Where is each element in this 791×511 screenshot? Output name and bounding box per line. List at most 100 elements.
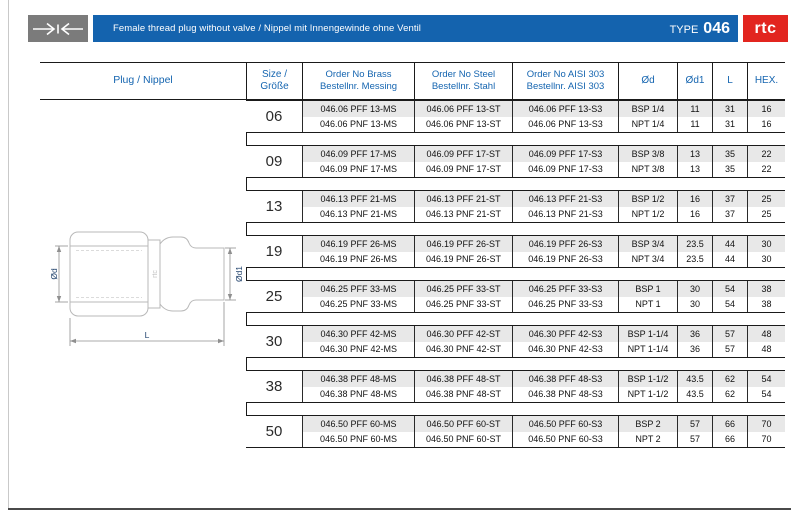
order-brass-cell: 046.25 PFF 33-MS bbox=[302, 281, 414, 297]
od1-cell: 23.5 bbox=[677, 236, 712, 252]
od1-cell: 16 bbox=[677, 191, 712, 207]
title-bar: Female thread plug without valve / Nippe… bbox=[93, 15, 738, 42]
thread-od-cell: NPT 1/4 bbox=[618, 116, 677, 132]
hex-cell: 16 bbox=[747, 101, 785, 117]
length-cell: 37 bbox=[712, 206, 747, 222]
order-aisi-cell: 046.19 PFF 26-S3 bbox=[512, 236, 618, 252]
order-aisi-cell: 046.38 PFF 48-S3 bbox=[512, 371, 618, 387]
order-aisi-cell: 046.25 PFF 33-S3 bbox=[512, 281, 618, 297]
order-brass-cell: 046.30 PFF 42-MS bbox=[302, 326, 414, 342]
size-cell: 06 bbox=[246, 101, 302, 132]
plug-profile bbox=[159, 236, 225, 312]
hex-cell: 38 bbox=[747, 296, 785, 312]
size-cell: 13 bbox=[246, 191, 302, 222]
column-header-aisi303: Order No AISI 303 Bestellnr. AISI 303 bbox=[512, 63, 618, 99]
size-group-19: 19 046.19 PFF 26-MS 046.19 PFF 26-ST 046… bbox=[246, 235, 785, 268]
length-cell: 44 bbox=[712, 251, 747, 267]
order-brass-cell: 046.50 PFF 60-MS bbox=[302, 416, 414, 432]
order-aisi-cell: 046.09 PFF 17-S3 bbox=[512, 146, 618, 162]
column-header-steel: Order No Steel Bestellnr. Stahl bbox=[414, 63, 512, 99]
od1-cell: 36 bbox=[677, 326, 712, 342]
column-header-od: Ød bbox=[618, 63, 677, 99]
order-brass-cell: 046.19 PNF 26-MS bbox=[302, 251, 414, 267]
order-steel-cell: 046.09 PFF 17-ST bbox=[414, 146, 512, 162]
column-header-size: Size / Größe bbox=[246, 63, 302, 99]
hex-cell: 16 bbox=[747, 116, 785, 132]
hex-cell: 30 bbox=[747, 251, 785, 267]
order-brass-cell: 046.09 PFF 17-MS bbox=[302, 146, 414, 162]
size-cell: 19 bbox=[246, 236, 302, 267]
order-steel-cell: 046.38 PNF 48-ST bbox=[414, 386, 512, 402]
order-brass-cell: 046.13 PFF 21-MS bbox=[302, 191, 414, 207]
od1-cell: 11 bbox=[677, 116, 712, 132]
thread-od-cell: NPT 1/2 bbox=[618, 206, 677, 222]
length-cell: 31 bbox=[712, 101, 747, 117]
dim-od-label: Ød bbox=[49, 268, 59, 280]
length-cell: 66 bbox=[712, 431, 747, 447]
thread-od-cell: NPT 3/8 bbox=[618, 161, 677, 177]
order-brass-cell: 046.09 PNF 17-MS bbox=[302, 161, 414, 177]
hex-body bbox=[69, 231, 149, 317]
hex-cell: 30 bbox=[747, 236, 785, 252]
order-brass-cell: 046.06 PNF 13-MS bbox=[302, 116, 414, 132]
table-header-row: Plug / Nippel Size / Größe Order No Bras… bbox=[40, 62, 785, 100]
size-group-50: 50 046.50 PFF 60-MS 046.50 PFF 60-ST 046… bbox=[246, 415, 785, 448]
order-steel-cell: 046.19 PNF 26-ST bbox=[414, 251, 512, 267]
table-body: 06 046.06 PFF 13-MS 046.06 PFF 13-ST 046… bbox=[246, 100, 785, 448]
order-aisi-cell: 046.09 PNF 17-S3 bbox=[512, 161, 618, 177]
length-cell: 66 bbox=[712, 416, 747, 432]
order-aisi-cell: 046.30 PFF 42-S3 bbox=[512, 326, 618, 342]
length-cell: 37 bbox=[712, 191, 747, 207]
length-cell: 54 bbox=[712, 281, 747, 297]
od1-cell: 30 bbox=[677, 296, 712, 312]
column-header-plug: Plug / Nippel bbox=[113, 74, 173, 87]
type-number: 046 bbox=[703, 19, 730, 37]
thread-od-cell: BSP 1 bbox=[618, 281, 677, 297]
length-cell: 57 bbox=[712, 341, 747, 357]
order-steel-cell: 046.09 PNF 17-ST bbox=[414, 161, 512, 177]
order-steel-cell: 046.06 PNF 13-ST bbox=[414, 116, 512, 132]
od1-cell: 13 bbox=[677, 146, 712, 162]
type-designation: TYPE 046 bbox=[670, 20, 738, 38]
order-brass-cell: 046.50 PNF 60-MS bbox=[302, 431, 414, 447]
hex-cell: 54 bbox=[747, 371, 785, 387]
thread-od-cell: BSP 1-1/4 bbox=[618, 326, 677, 342]
length-cell: 35 bbox=[712, 161, 747, 177]
page-title: Female thread plug without valve / Nippe… bbox=[113, 23, 422, 34]
od1-cell: 30 bbox=[677, 281, 712, 297]
od1-cell: 43.5 bbox=[677, 386, 712, 402]
order-brass-cell: 046.25 PNF 33-MS bbox=[302, 296, 414, 312]
page-bottom-border bbox=[8, 508, 791, 510]
od1-cell: 11 bbox=[677, 101, 712, 117]
size-group-13: 13 046.13 PFF 21-MS 046.13 PFF 21-ST 046… bbox=[246, 190, 785, 223]
order-aisi-cell: 046.30 PNF 42-S3 bbox=[512, 341, 618, 357]
size-cell: 09 bbox=[246, 146, 302, 177]
order-steel-cell: 046.50 PNF 60-ST bbox=[414, 431, 512, 447]
od1-cell: 43.5 bbox=[677, 371, 712, 387]
page-left-border bbox=[8, 0, 9, 509]
order-steel-cell: 046.13 PFF 21-ST bbox=[414, 191, 512, 207]
order-aisi-cell: 046.50 PNF 60-S3 bbox=[512, 431, 618, 447]
plug-technical-drawing: rtc Ød Ød1 L bbox=[49, 231, 242, 346]
hex-cell: 25 bbox=[747, 191, 785, 207]
size-group-25: 25 046.25 PFF 33-MS 046.25 PFF 33-ST 046… bbox=[246, 280, 785, 313]
hex-cell: 70 bbox=[747, 416, 785, 432]
order-brass-cell: 046.13 PNF 21-MS bbox=[302, 206, 414, 222]
od1-cell: 16 bbox=[677, 206, 712, 222]
hex-cell: 38 bbox=[747, 281, 785, 297]
order-aisi-cell: 046.13 PNF 21-S3 bbox=[512, 206, 618, 222]
thread-od-cell: NPT 2 bbox=[618, 431, 677, 447]
order-brass-cell: 046.38 PFF 48-MS bbox=[302, 371, 414, 387]
thread-od-cell: NPT 1-1/4 bbox=[618, 341, 677, 357]
order-aisi-cell: 046.38 PNF 48-S3 bbox=[512, 386, 618, 402]
column-header-brass: Order No Brass Bestellnr. Messing bbox=[302, 63, 414, 99]
thread-od-cell: BSP 2 bbox=[618, 416, 677, 432]
size-cell: 25 bbox=[246, 281, 302, 312]
order-brass-cell: 046.38 PNF 48-MS bbox=[302, 386, 414, 402]
order-steel-cell: 046.19 PFF 26-ST bbox=[414, 236, 512, 252]
type-label: TYPE bbox=[669, 23, 699, 36]
order-aisi-cell: 046.25 PNF 33-S3 bbox=[512, 296, 618, 312]
order-steel-cell: 046.25 PNF 33-ST bbox=[414, 296, 512, 312]
thread-od-cell: BSP 3/4 bbox=[618, 236, 677, 252]
order-steel-cell: 046.50 PFF 60-ST bbox=[414, 416, 512, 432]
